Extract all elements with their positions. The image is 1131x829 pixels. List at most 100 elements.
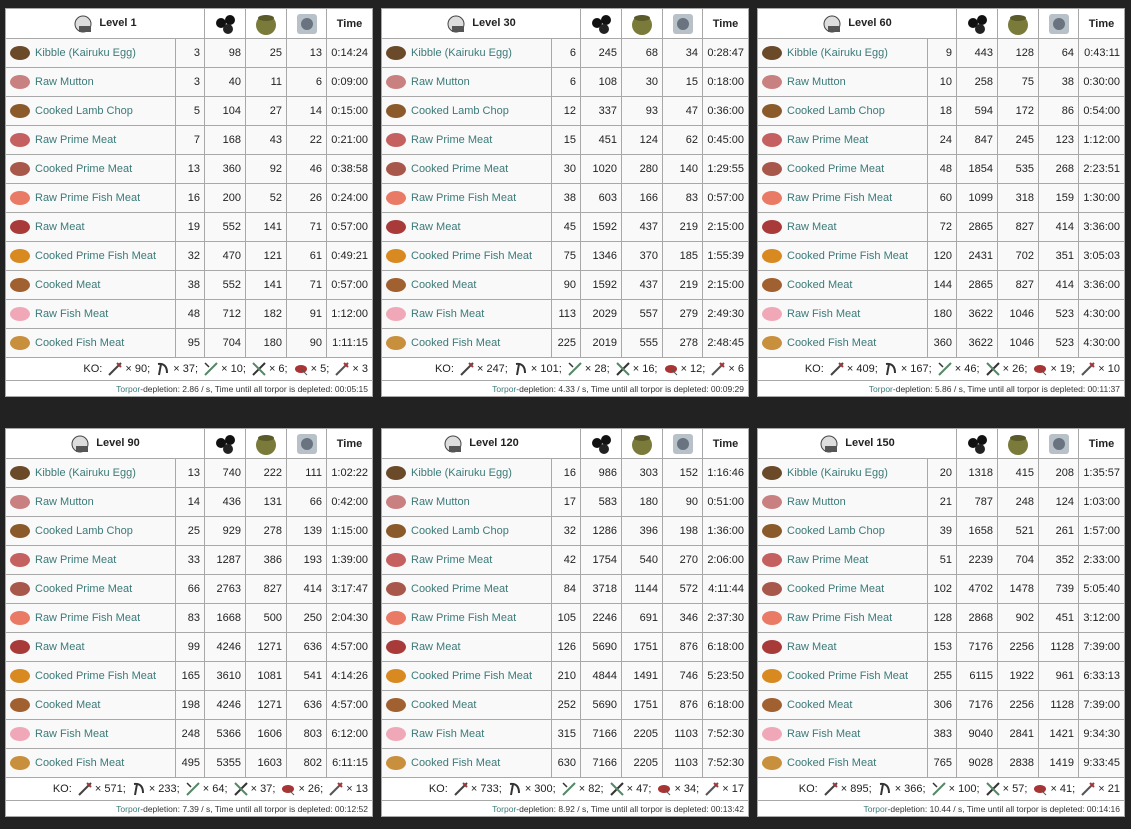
food-link[interactable]: Raw Meat	[787, 640, 837, 653]
food-link[interactable]: Raw Prime Meat	[35, 133, 117, 146]
food-link[interactable]: Raw Prime Meat	[411, 553, 493, 566]
value-cell: 61	[286, 241, 327, 271]
food-link[interactable]: Raw Fish Meat	[787, 307, 861, 320]
food-link[interactable]: Cooked Prime Meat	[787, 162, 885, 175]
food-link[interactable]: Cooked Meat	[787, 278, 853, 291]
food-link[interactable]: Cooked Lamb Chop	[35, 104, 133, 117]
torpor-link[interactable]: Torpor	[116, 383, 141, 394]
food-link[interactable]: Cooked Lamb Chop	[411, 104, 509, 117]
food-link[interactable]: Cooked Prime Meat	[35, 162, 133, 175]
food-link[interactable]: Cooked Prime Meat	[35, 582, 133, 595]
food-link[interactable]: Cooked Prime Fish Meat	[787, 249, 909, 262]
food-link[interactable]: Cooked Meat	[787, 698, 853, 711]
food-link[interactable]: Raw Meat	[787, 220, 837, 233]
food-link[interactable]: Raw Fish Meat	[787, 727, 861, 740]
food-row: Cooked Lamb Chop 32 1286 396 198 1:36:00	[381, 516, 750, 546]
food-link[interactable]: Raw Meat	[411, 640, 461, 653]
food-link[interactable]: Raw Prime Fish Meat	[411, 191, 517, 204]
food-link[interactable]: Raw Prime Meat	[35, 553, 117, 566]
food-name: Cooked Prime Fish Meat	[381, 241, 552, 271]
ko-label: KO:	[798, 782, 818, 795]
value-cell: 803	[286, 719, 328, 749]
food-link[interactable]: Cooked Prime Fish Meat	[787, 669, 909, 682]
food-link[interactable]: Cooked Meat	[411, 278, 477, 291]
food-link[interactable]: Raw Mutton	[35, 495, 94, 508]
icon	[616, 362, 630, 376]
torpor-cell: Torpor-depletion: 2.86 / s, Time until a…	[5, 380, 373, 397]
food-link[interactable]: Raw Fish Meat	[35, 727, 109, 740]
value-cell: 500	[245, 603, 288, 633]
icon	[71, 435, 89, 452]
value-cell: 12	[550, 96, 582, 126]
ko-count: × 101;	[530, 362, 562, 375]
food-link[interactable]: Cooked Fish Meat	[411, 756, 501, 769]
food-link[interactable]: Cooked Lamb Chop	[787, 104, 885, 117]
food-link[interactable]: Kibble (Kairuku Egg)	[411, 46, 512, 59]
food-link[interactable]: Raw Prime Fish Meat	[35, 191, 141, 204]
food-link[interactable]: Raw Meat	[35, 220, 85, 233]
food-link[interactable]: Raw Meat	[411, 220, 461, 233]
food-link[interactable]: Cooked Fish Meat	[787, 336, 877, 349]
food-link[interactable]: Raw Fish Meat	[411, 307, 485, 320]
food-link[interactable]: Raw Mutton	[411, 75, 470, 88]
food-link[interactable]: Raw Prime Fish Meat	[787, 191, 893, 204]
value-cell: 159	[1038, 183, 1080, 213]
food-link[interactable]: Cooked Meat	[35, 278, 101, 291]
food-link[interactable]: Cooked Prime Meat	[411, 582, 509, 595]
food-link[interactable]: Cooked Prime Fish Meat	[35, 249, 157, 262]
value-cell: 113	[550, 299, 582, 329]
food-link[interactable]: Kibble (Kairuku Egg)	[35, 466, 136, 479]
food-link[interactable]: Raw Prime Fish Meat	[787, 611, 893, 624]
food-link[interactable]: Cooked Prime Fish Meat	[411, 669, 533, 682]
food-name: Raw Meat	[757, 212, 928, 242]
food-link[interactable]: Kibble (Kairuku Egg)	[787, 466, 888, 479]
food-link[interactable]: Raw Prime Meat	[411, 133, 493, 146]
food-link[interactable]: Raw Mutton	[787, 495, 846, 508]
ko-count: × 26;	[298, 782, 324, 795]
food-link[interactable]: Cooked Prime Meat	[411, 162, 509, 175]
food-link[interactable]: Cooked Lamb Chop	[411, 524, 509, 537]
food-link[interactable]: Raw Prime Meat	[787, 133, 869, 146]
food-link[interactable]: Cooked Fish Meat	[35, 756, 125, 769]
food-link[interactable]: Cooked Prime Meat	[787, 582, 885, 595]
ko-count: × 90;	[125, 362, 151, 375]
food-link[interactable]: Cooked Prime Fish Meat	[411, 249, 533, 262]
food-link[interactable]: Cooked Lamb Chop	[35, 524, 133, 537]
food-link[interactable]: Cooked Lamb Chop	[787, 524, 885, 537]
food-link[interactable]: Raw Prime Fish Meat	[35, 611, 141, 624]
food-link[interactable]: Raw Fish Meat	[411, 727, 485, 740]
value-cell: 83	[662, 183, 704, 213]
food-link[interactable]: Cooked Meat	[411, 698, 477, 711]
value-cell: 1020	[580, 154, 623, 184]
food-name: Raw Prime Meat	[757, 125, 928, 155]
value-cell: 75	[550, 241, 582, 271]
food-link[interactable]: Kibble (Kairuku Egg)	[35, 46, 136, 59]
icon	[386, 104, 406, 118]
food-link[interactable]: Cooked Fish Meat	[787, 756, 877, 769]
food-link[interactable]: Raw Mutton	[787, 75, 846, 88]
value-cell: 1751	[621, 632, 664, 662]
torpor-link[interactable]: Torpor	[492, 383, 517, 394]
food-link[interactable]: Raw Prime Fish Meat	[411, 611, 517, 624]
food-link[interactable]: Cooked Prime Fish Meat	[35, 669, 157, 682]
torpor-link[interactable]: Torpor	[492, 803, 517, 814]
food-link[interactable]: Kibble (Kairuku Egg)	[787, 46, 888, 59]
value-cell: 62	[662, 125, 704, 155]
food-link[interactable]: Kibble (Kairuku Egg)	[411, 466, 512, 479]
value-cell: 180	[621, 487, 664, 517]
food-link[interactable]: Cooked Fish Meat	[35, 336, 125, 349]
food-link[interactable]: Cooked Meat	[35, 698, 101, 711]
food-name: Raw Prime Fish Meat	[381, 183, 552, 213]
food-link[interactable]: Raw Meat	[35, 640, 85, 653]
food-link[interactable]: Cooked Fish Meat	[411, 336, 501, 349]
food-link[interactable]: Raw Mutton	[411, 495, 470, 508]
value-cell: 1318	[956, 458, 999, 488]
food-link[interactable]: Raw Fish Meat	[35, 307, 109, 320]
food-link[interactable]: Raw Mutton	[35, 75, 94, 88]
food-link[interactable]: Raw Prime Meat	[787, 553, 869, 566]
torpor-link[interactable]: Torpor	[868, 383, 893, 394]
torpor-link[interactable]: Torpor	[116, 803, 141, 814]
torpor-link[interactable]: Torpor	[863, 803, 888, 814]
ko-row: KO: × 90; × 37; × 10; × 6; × 5; × 3	[5, 357, 373, 381]
ko-row: KO: × 895; × 366; × 100; × 57; × 41; × 2…	[756, 777, 1126, 801]
